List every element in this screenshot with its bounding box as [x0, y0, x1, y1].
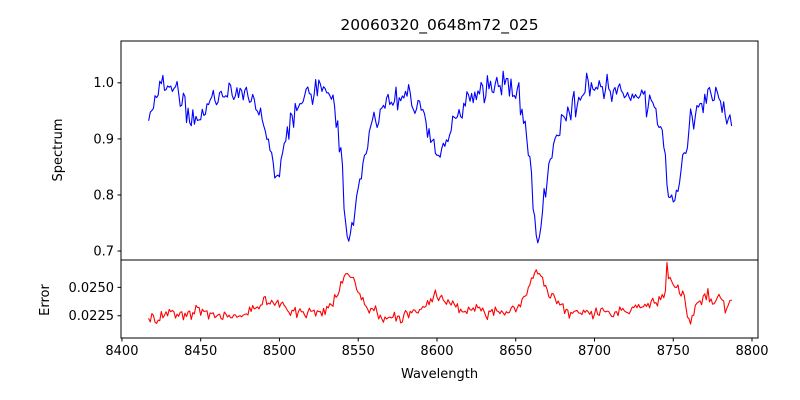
spectrum-y-axis-label: Spectrum — [51, 119, 66, 182]
x-tick-label: 8750 — [657, 344, 690, 359]
error-line — [148, 261, 733, 325]
x-tick-label: 8500 — [263, 344, 296, 359]
x-axis-label: Wavelength — [401, 367, 478, 382]
y-tick-label: 0.8 — [93, 188, 114, 203]
x-tick-label: 8600 — [420, 344, 453, 359]
y-tick-label: 0.0225 — [69, 309, 115, 324]
y-tick-label: 1.0 — [93, 76, 114, 91]
error-y-axis-label: Error — [38, 284, 53, 316]
axes-layer: 0.7 0.8 0.9 1.0 0.0225 0.0250 8400 8450 8500 8550… — [69, 40, 769, 359]
error-axes-frame — [120, 259, 759, 339]
chart-title: 20060320_0648m72_025 — [340, 16, 538, 35]
spectrum-axes-frame — [120, 40, 759, 261]
spectrum-line — [148, 70, 733, 244]
x-tick-label: 8800 — [735, 344, 768, 359]
y-tick-label: 0.0250 — [69, 281, 115, 296]
x-tick-label: 8650 — [499, 344, 532, 359]
y-tick-label: 0.9 — [93, 132, 114, 147]
x-tick-label: 8550 — [342, 344, 375, 359]
x-tick-label: 8450 — [184, 344, 217, 359]
x-tick-label: 8400 — [105, 344, 138, 359]
x-tick-label: 8700 — [578, 344, 611, 359]
y-tick-label: 0.7 — [93, 244, 114, 259]
